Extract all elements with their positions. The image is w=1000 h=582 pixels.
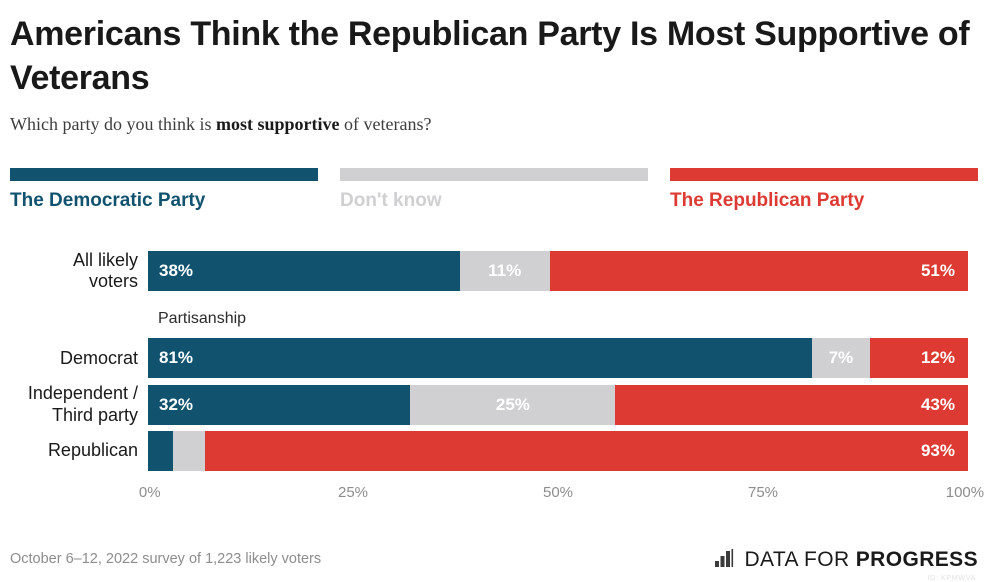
bar-segment-dont-know[interactable]: 25% xyxy=(410,384,616,425)
chart-plot-area: All likely voters 38% 11% 51% Partisanship Dem… xyxy=(0,250,1000,506)
chart-row: Republican 3%4% 93% xyxy=(0,430,1000,471)
row-label: Democrat xyxy=(0,348,148,369)
chart-footer: October 6–12, 2022 survey of 1,223 likel… xyxy=(10,548,978,582)
bar-chart-icon xyxy=(715,548,736,572)
x-axis: 0% 25% 50% 75% 100% xyxy=(139,483,984,506)
bar-value-label: 51% xyxy=(920,261,955,281)
legend-label-democratic: The Democratic Party xyxy=(10,190,206,211)
page-title: Americans Think the Republican Party Is … xyxy=(10,15,970,98)
stacked-bar: 32% 25% 43% xyxy=(148,384,968,425)
bar-value-label: 7% xyxy=(828,348,854,368)
legend-label-dont-know: Don't know xyxy=(340,190,442,211)
brand-text-regular: DATA FOR xyxy=(744,548,856,571)
bar-segment-democratic[interactable]: 3% xyxy=(148,430,173,471)
question-emphasis: most supportive xyxy=(215,114,340,135)
bar-value-label: 81% xyxy=(159,348,194,368)
chart-legend: The Democratic Party Don't know The Repu… xyxy=(10,168,978,212)
row-label-line: All likely xyxy=(72,250,138,270)
chart-row: All likely voters 38% 11% 51% xyxy=(0,250,1000,292)
source-note: October 6–12, 2022 survey of 1,223 likel… xyxy=(10,551,322,567)
chart-question: Which party do you think is most support… xyxy=(10,114,970,135)
row-label-line: Third party xyxy=(51,404,138,425)
stacked-bar: 81% 7% 12% xyxy=(148,338,968,379)
question-prefix: Which party do you think is xyxy=(10,114,216,135)
question-suffix: of veterans? xyxy=(339,114,432,135)
legend-swatch-republican xyxy=(670,168,978,181)
legend-item-democratic: The Democratic Party xyxy=(10,168,318,212)
bar-segment-republican[interactable]: 12% xyxy=(869,338,968,379)
bar-value-label: 93% xyxy=(920,440,955,460)
bar-value-label: 38% xyxy=(159,261,194,281)
bar-segment-republican[interactable]: 93% xyxy=(205,430,968,471)
brand-logo: DATA FOR PROGRESS xyxy=(715,548,978,572)
chart-row: Democrat 81% 7% 12% xyxy=(0,338,1000,379)
bar-segment-democratic[interactable]: 81% xyxy=(148,338,813,379)
x-axis-tick: 75% xyxy=(747,483,779,501)
bar-segment-democratic[interactable]: 38% xyxy=(148,251,460,292)
bar-segment-republican[interactable]: 43% xyxy=(615,384,968,425)
x-axis-tick: 25% xyxy=(337,483,369,501)
brand-text-bold: PROGRESS xyxy=(855,548,978,571)
row-label: Independent / Third party xyxy=(0,383,148,425)
bar-value-label: 32% xyxy=(159,394,194,414)
bar-segment-dont-know[interactable]: 4% xyxy=(172,430,206,471)
chart-header: Americans Think the Republican Party Is … xyxy=(10,12,970,135)
row-label: Republican xyxy=(0,440,148,461)
brand-id: ID: KPMWVA xyxy=(927,573,976,582)
legend-label-republican: The Republican Party xyxy=(670,190,865,211)
bar-segment-dont-know[interactable]: 7% xyxy=(812,338,870,379)
row-label-line: voters xyxy=(88,271,138,292)
legend-item-dont-know: Don't know xyxy=(340,168,648,212)
group-title-partisanship: Partisanship xyxy=(158,310,247,328)
bar-value-label: 11% xyxy=(488,261,522,281)
bar-value-label: 43% xyxy=(920,394,955,414)
brand-text: DATA FOR PROGRESS xyxy=(744,548,978,572)
legend-swatch-democratic xyxy=(10,168,318,181)
x-axis-tick: 100% xyxy=(945,483,985,501)
chart-row: Independent / Third party 32% 25% 43% xyxy=(0,383,1000,425)
row-label-line: Independent / xyxy=(27,383,138,404)
legend-swatch-dont-know xyxy=(340,168,648,181)
row-label-line: Republican xyxy=(47,440,138,461)
row-label: All likely voters xyxy=(0,250,148,292)
x-axis-tick: 0% xyxy=(138,483,161,501)
bar-segment-dont-know[interactable]: 11% xyxy=(459,251,550,292)
bar-segment-republican[interactable]: 51% xyxy=(549,251,968,292)
bar-value-label: 25% xyxy=(495,394,530,414)
bar-segment-democratic[interactable]: 32% xyxy=(148,384,411,425)
legend-item-republican: The Republican Party xyxy=(670,168,978,212)
stacked-bar: 3%4% 93% xyxy=(148,430,968,471)
chart-rows: All likely voters 38% 11% 51% Partisanship Dem… xyxy=(0,250,1000,471)
bar-value-label: 12% xyxy=(920,348,955,368)
x-axis-tick: 50% xyxy=(542,483,574,501)
stacked-bar: 38% 11% 51% xyxy=(148,251,968,292)
brand-block: DATA FOR PROGRESS ID: KPMWVA xyxy=(715,548,978,582)
row-label-line: Democrat xyxy=(59,347,138,368)
